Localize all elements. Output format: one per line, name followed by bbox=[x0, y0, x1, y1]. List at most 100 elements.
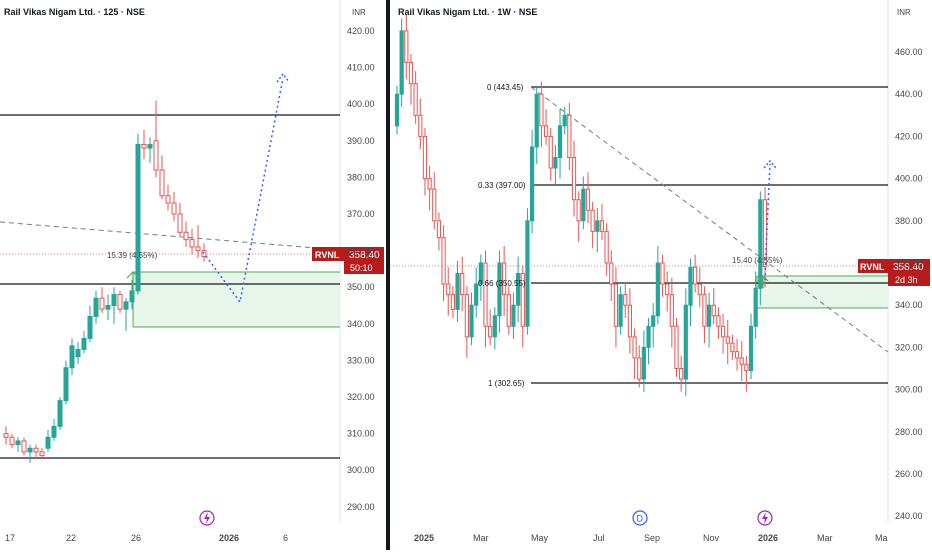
left-trendline[interactable] bbox=[0, 221, 341, 251]
left-candle-body bbox=[87, 315, 93, 339]
right-candle-body bbox=[716, 315, 721, 327]
right-candle-body bbox=[679, 368, 684, 380]
right-badge-price: 358.40 bbox=[893, 262, 924, 273]
right-candle-body bbox=[534, 93, 539, 148]
right-candle-body bbox=[646, 325, 651, 348]
right-candle-body bbox=[436, 220, 442, 239]
left-candle-body bbox=[195, 246, 201, 252]
right-time-tick: 2025 bbox=[414, 533, 434, 543]
left-candle-body bbox=[51, 425, 57, 438]
right-candle-body bbox=[525, 220, 530, 327]
right-candle-body bbox=[590, 209, 595, 232]
fib-label-066: 0.66 (350.55) bbox=[478, 279, 526, 288]
right-price-tick: 260.00 bbox=[895, 469, 923, 479]
right-candle-body bbox=[660, 262, 665, 285]
right-candle-body bbox=[488, 325, 493, 338]
left-candle-body bbox=[39, 451, 45, 457]
left-price-tick: 370.00 bbox=[347, 209, 375, 219]
right-candle-body bbox=[492, 315, 497, 338]
right-candle-body bbox=[548, 135, 553, 169]
right-candle-body bbox=[469, 304, 474, 338]
left-chart-title: Rail Vikas Nigam Ltd. · 125 · NSE bbox=[4, 7, 145, 17]
left-price-tick: 320.00 bbox=[347, 392, 375, 402]
right-candle-body bbox=[413, 83, 418, 116]
right-time-tick: Jul bbox=[593, 533, 605, 543]
right-candles bbox=[394, 14, 768, 396]
right-candle-body bbox=[543, 125, 549, 137]
left-chart-panel[interactable]: 15.39 (4.55%) RVNL 358.40 50:10 420.00 41… bbox=[0, 0, 384, 543]
right-price-axis[interactable]: 460.00 440.00 420.00 400.00 380.00 360.00 340.… bbox=[895, 47, 923, 521]
right-candle-body bbox=[734, 351, 740, 359]
right-candle-body bbox=[753, 287, 758, 327]
left-candle-body bbox=[135, 143, 141, 292]
right-candle-body bbox=[739, 357, 744, 365]
left-time-axis[interactable]: 17 22 26 2026 6 bbox=[5, 533, 288, 543]
left-price-tick: 350.00 bbox=[347, 282, 375, 292]
right-time-tick: Mar bbox=[817, 533, 833, 543]
right-candle-body bbox=[632, 336, 637, 359]
right-projection-path[interactable] bbox=[764, 163, 771, 281]
right-candle-body bbox=[460, 273, 465, 296]
right-time-tick: May bbox=[531, 533, 549, 543]
right-candle-body bbox=[595, 220, 600, 232]
fib-label-033: 0.33 (397.00) bbox=[478, 181, 526, 190]
right-candle-body bbox=[441, 237, 446, 285]
right-time-tick: 2026 bbox=[758, 533, 778, 543]
right-candle-body bbox=[529, 146, 535, 222]
left-time-tick: 2026 bbox=[219, 533, 239, 543]
right-price-tick: 460.00 bbox=[895, 47, 923, 57]
left-price-tick: 390.00 bbox=[347, 136, 375, 146]
left-price-tick: 300.00 bbox=[347, 465, 375, 475]
left-badge-price: 358.40 bbox=[349, 250, 380, 261]
left-candle-body bbox=[99, 297, 105, 310]
left-price-tick: 290.00 bbox=[347, 502, 375, 512]
right-candle-body bbox=[585, 188, 591, 211]
right-lightning-icon[interactable] bbox=[757, 510, 773, 526]
left-price-axis[interactable]: 420.00 410.00 400.00 390.00 380.00 370.00 360.… bbox=[347, 26, 375, 512]
left-currency-label: INR bbox=[352, 8, 366, 17]
left-candle-body bbox=[117, 294, 123, 310]
right-candle-body bbox=[707, 304, 712, 327]
left-badge-symbol: RVNL bbox=[315, 250, 340, 260]
left-candle-body bbox=[93, 297, 99, 317]
right-measure-label: 15.40 (4.55%) bbox=[732, 256, 783, 265]
right-candle-body bbox=[725, 336, 730, 344]
right-candle-body bbox=[571, 157, 577, 201]
right-candle-body bbox=[427, 178, 432, 190]
left-candle-body bbox=[129, 290, 135, 303]
right-candle-body bbox=[604, 230, 609, 264]
right-candle-body bbox=[758, 199, 763, 289]
right-candle-body bbox=[720, 325, 726, 338]
right-candle-body bbox=[394, 93, 400, 127]
right-price-tick: 380.00 bbox=[895, 216, 923, 226]
panel-divider[interactable] bbox=[386, 0, 390, 550]
right-price-tick: 400.00 bbox=[895, 174, 923, 184]
left-candle-body bbox=[165, 195, 171, 204]
right-badge-countdown: 2d 3h bbox=[895, 275, 918, 285]
left-price-tick: 340.00 bbox=[347, 319, 375, 329]
right-candle-body bbox=[557, 125, 563, 158]
left-candle-body bbox=[105, 305, 111, 310]
dividend-marker[interactable]: D bbox=[632, 510, 648, 526]
dividend-marker-label: D bbox=[637, 514, 644, 524]
right-price-tick: 360.00 bbox=[895, 258, 923, 268]
right-candle-body bbox=[744, 363, 749, 372]
left-candle-body bbox=[147, 143, 153, 149]
right-candle-body bbox=[483, 262, 488, 327]
left-lightning-icon[interactable] bbox=[199, 510, 215, 526]
right-candle-body bbox=[502, 262, 507, 296]
right-chart-panel[interactable]: 0 (443.45) 0.33 (397.00) 0.66 (350.55) 1… bbox=[390, 0, 930, 543]
left-candle-body bbox=[111, 294, 117, 306]
right-price-tick: 440.00 bbox=[895, 89, 923, 99]
left-candle-body bbox=[57, 400, 63, 427]
right-candle-body bbox=[511, 304, 516, 327]
right-chart-title: Rail Vikas Nigam Ltd. · 1W · NSE bbox=[398, 7, 537, 17]
right-candle-body bbox=[399, 30, 404, 95]
right-time-axis[interactable]: 2025 Mar May Jul Sep Nov 2026 Mar Ma bbox=[414, 533, 888, 543]
right-trendline[interactable] bbox=[530, 86, 889, 353]
left-projection-path[interactable] bbox=[202, 77, 284, 304]
right-price-tick: 240.00 bbox=[895, 511, 923, 521]
left-price-tick: 310.00 bbox=[347, 429, 375, 439]
